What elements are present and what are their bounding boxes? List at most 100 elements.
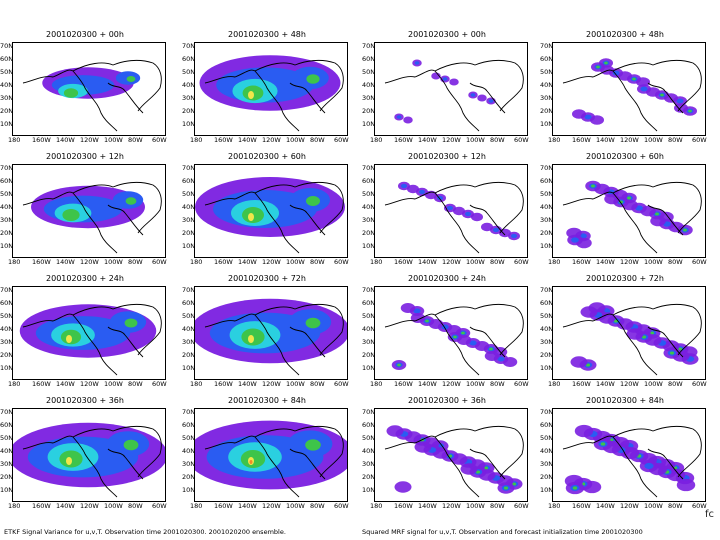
signal-contour (688, 109, 692, 113)
signal-contour (574, 424, 594, 438)
lon-tick-label: 120W (442, 136, 461, 144)
map-panel: 2001020300 + 84h 70N 60N 50N 40N 30N 20N 10N 180… (182, 396, 352, 514)
lat-tick-label: 70N (0, 164, 14, 172)
lat-tick-label: 20N (0, 107, 14, 115)
lon-tick-label: 60W (152, 258, 167, 266)
lat-tick-label: 20N (0, 473, 14, 481)
lat-tick-label: 60N (362, 177, 376, 185)
lon-tick-label: 140W (56, 258, 75, 266)
lat-tick-label: 70N (540, 164, 554, 172)
coastline (204, 191, 300, 254)
coastline (612, 303, 702, 356)
lon-tick-label: 100W (286, 136, 305, 144)
left-caption: ETKF Signal Variance for u,v,T. Observat… (4, 528, 286, 536)
signal-contour (407, 184, 419, 194)
lat-tick-label: 10N (540, 364, 554, 372)
lat-tick-label: 60N (182, 299, 196, 307)
lon-tick-label: 180 (548, 502, 561, 510)
lat-tick-label: 10N (182, 242, 196, 250)
lon-tick-label: 100W (104, 502, 123, 510)
lon-tick-label: 100W (286, 258, 305, 266)
coastline (254, 59, 344, 112)
lat-tick-label: 60N (362, 55, 376, 63)
lat-tick-label: 70N (0, 408, 14, 416)
lon-tick-label: 160W (572, 258, 591, 266)
lat-tick-label: 30N (182, 94, 196, 102)
signal-contour (460, 463, 478, 475)
lat-tick-label: 50N (540, 68, 554, 76)
lat-tick-label: 30N (362, 338, 376, 346)
signal-contour (683, 228, 687, 232)
lon-tick-label: 180 (8, 502, 21, 510)
lat-tick-label: 10N (362, 242, 376, 250)
lat-tick-label: 10N (540, 242, 554, 250)
lon-tick-label: 180 (548, 258, 561, 266)
lon-tick-label: 160W (572, 502, 591, 510)
lat-tick-label: 10N (362, 486, 376, 494)
coastline (204, 435, 300, 498)
map-area (552, 408, 706, 502)
signal-contour (126, 75, 136, 83)
lon-tick-label: 120W (262, 136, 281, 144)
lon-tick-label: 120W (620, 502, 639, 510)
signal-contour (644, 462, 654, 470)
lat-tick-label: 70N (362, 286, 376, 294)
lon-tick-label: 120W (80, 136, 99, 144)
signal-contour (676, 98, 684, 104)
corner-label: fc (704, 509, 714, 520)
signal-contour (425, 319, 429, 323)
lon-tick-label: 140W (418, 136, 437, 144)
signal-contour (394, 481, 412, 493)
lon-tick-label: 80W (128, 502, 143, 510)
lat-tick-label: 40N (0, 81, 14, 89)
coastline (562, 69, 658, 132)
panel-title: 2001020300 + 60h (586, 152, 664, 161)
panel-title: 2001020300 + 48h (586, 30, 664, 39)
lat-tick-label: 70N (362, 42, 376, 50)
map-panel: 2001020300 + 36h 70N 60N 50N 40N 30N 20N 10N 180… (362, 396, 532, 514)
coastline (22, 435, 118, 498)
lat-tick-label: 70N (362, 164, 376, 172)
lon-tick-label: 120W (262, 258, 281, 266)
lat-tick-label: 20N (540, 351, 554, 359)
lat-tick-label: 70N (182, 42, 196, 50)
right-caption: Squared MRF signal for u,v,T. Observatio… (362, 528, 643, 536)
lon-tick-label: 100W (644, 380, 663, 388)
lon-tick-label: 140W (596, 380, 615, 388)
lon-tick-label: 60W (334, 136, 349, 144)
lat-tick-label: 40N (540, 203, 554, 211)
signal-contour (125, 197, 137, 205)
coastline (469, 82, 506, 114)
lon-tick-label: 140W (596, 136, 615, 144)
lat-tick-label: 10N (0, 364, 14, 372)
lat-tick-label: 50N (362, 312, 376, 320)
coastline (254, 425, 344, 478)
coastline (384, 435, 480, 498)
lat-tick-label: 50N (362, 434, 376, 442)
coastline (72, 59, 162, 112)
lat-tick-label: 70N (182, 286, 196, 294)
lat-tick-label: 40N (540, 447, 554, 455)
lat-tick-label: 40N (362, 203, 376, 211)
lat-tick-label: 50N (0, 312, 14, 320)
map-area (552, 164, 706, 258)
lat-tick-label: 60N (182, 177, 196, 185)
panel-title: 2001020300 + 48h (228, 30, 306, 39)
lat-tick-label: 40N (182, 81, 196, 89)
lat-tick-label: 40N (362, 447, 376, 455)
lon-tick-label: 180 (190, 380, 203, 388)
map-panel: 2001020300 + 12h 70N 60N 50N 40N 30N 20N 10N 180… (362, 152, 532, 270)
signal-contour (584, 114, 592, 120)
lon-tick-label: 60W (692, 380, 707, 388)
lat-tick-label: 20N (0, 351, 14, 359)
map-panel: 2001020300 + 36h 70N 60N 50N 40N 30N 20N 10N 180… (0, 396, 170, 514)
lon-tick-label: 60W (152, 380, 167, 388)
signal-contour (248, 213, 254, 221)
lat-tick-label: 30N (362, 94, 376, 102)
lon-tick-label: 160W (394, 502, 413, 510)
lat-tick-label: 40N (0, 447, 14, 455)
lat-tick-label: 60N (362, 299, 376, 307)
lat-tick-label: 30N (540, 94, 554, 102)
map-panel: 2001020300 + 72h 70N 60N 50N 40N 30N 20N 10N 180… (540, 274, 710, 392)
coastline (434, 425, 524, 478)
